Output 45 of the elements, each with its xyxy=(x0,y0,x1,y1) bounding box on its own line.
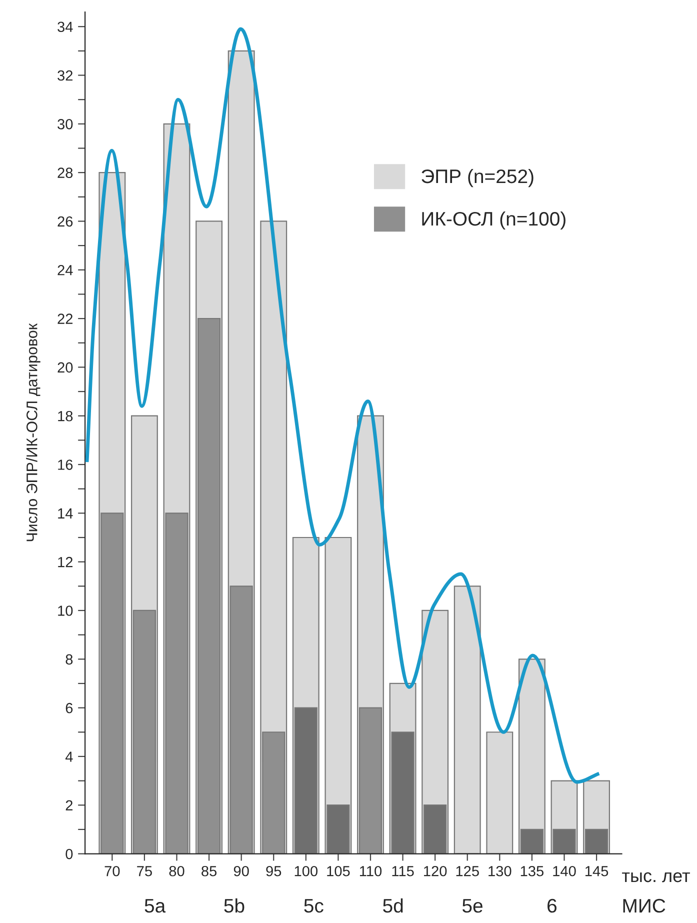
y-tick-label: 26 xyxy=(58,216,73,227)
x-tick-label: 120 xyxy=(424,866,447,876)
x-tick-label: 100 xyxy=(294,866,318,876)
y-tick-label: 22 xyxy=(58,314,72,324)
y-tick-label: 6 xyxy=(66,702,73,714)
x-tick-label: 80 xyxy=(169,866,184,876)
text: 5a xyxy=(144,899,166,913)
y-tick-label: 18 xyxy=(58,410,73,422)
text: 6 xyxy=(548,898,557,913)
y-tick-label: 16 xyxy=(58,460,73,470)
y-tick-label: 30 xyxy=(58,119,73,130)
y-tick-label: 4 xyxy=(65,752,73,762)
x-tick-label: 145 xyxy=(585,866,608,876)
legend-label: ЭПР (n=252) xyxy=(422,168,534,188)
y-tick-label: 8 xyxy=(66,654,73,665)
x-tick-label: 90 xyxy=(234,866,249,876)
y-tick-label: 34 xyxy=(58,22,73,32)
x-tick-label: 75 xyxy=(137,866,152,876)
x-axis-title: тыс. лет xyxy=(622,872,690,882)
x-tick-label: 85 xyxy=(202,866,217,876)
x-tick-label: 95 xyxy=(266,866,282,876)
x-tick-label: 135 xyxy=(520,866,544,876)
y-tick-label: 20 xyxy=(58,362,73,373)
y-tick-label: 28 xyxy=(58,168,73,178)
text: 5d xyxy=(383,898,403,913)
legend-label: ИК-ОСЛ (n=100) xyxy=(422,211,566,230)
y-tick-label: 2 xyxy=(66,800,72,810)
x-tick-label: 70 xyxy=(104,866,120,876)
y-tick-label: 10 xyxy=(58,606,73,616)
y-axis-title: Число ЭПР/ИК-ОСЛ датировок xyxy=(26,323,40,542)
text: 5e xyxy=(462,899,482,913)
x-tick-label: 140 xyxy=(553,866,576,876)
y-tick-label: 12 xyxy=(58,556,72,568)
x-tick-label: 125 xyxy=(456,866,479,876)
x-tick-label: 105 xyxy=(327,866,350,876)
text: 5b xyxy=(224,898,244,913)
y-tick-label: 0 xyxy=(66,848,73,860)
y-tick-label: 32 xyxy=(58,70,72,81)
x-tick-label: 110 xyxy=(360,866,382,876)
x-tick-label: 130 xyxy=(488,866,512,876)
y-tick-label: 24 xyxy=(58,264,73,276)
y-tick-label: 14 xyxy=(58,508,73,518)
x-tick-label: 115 xyxy=(392,866,414,876)
text: МИС xyxy=(623,898,666,913)
text: 5c xyxy=(304,899,324,913)
